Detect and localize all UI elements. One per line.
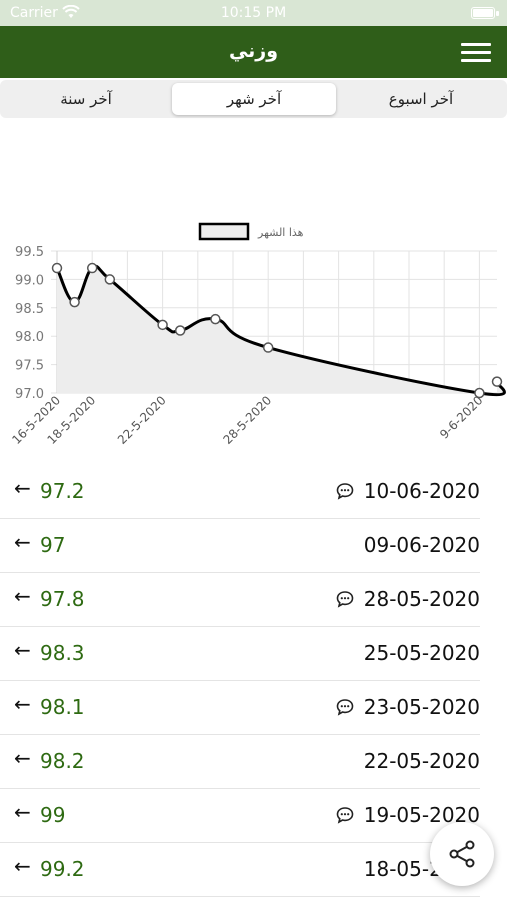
weight-value: 97	[40, 533, 66, 557]
clock: 10:15 PM	[220, 5, 287, 21]
entry-date: 10-06-2020	[363, 479, 480, 503]
y-tick-label: 98.0	[15, 330, 44, 345]
comment-icon	[336, 807, 354, 824]
hamburger-menu-icon[interactable]	[461, 43, 491, 63]
entry-date: 28-05-2020	[363, 587, 480, 611]
data-point	[104, 274, 116, 285]
y-tick-label: 97.0	[15, 387, 44, 402]
entry-date: 25-05-2020	[363, 641, 480, 665]
list-item[interactable]: ← 97 09-06-2020	[0, 519, 480, 573]
arrow-left-icon: ←	[14, 530, 31, 554]
entry-date: 22-05-2020	[363, 749, 480, 773]
arrow-left-icon: ←	[14, 854, 31, 878]
x-tick-label: 9-6-2020	[437, 393, 485, 441]
share-button[interactable]	[430, 822, 494, 886]
weight-value: 97.2	[40, 479, 85, 503]
period-tabs: آخر سنة آخر شهر آخر اسبوع	[0, 80, 507, 118]
data-point	[210, 313, 221, 325]
list-item[interactable]: ← 97.2 10-06-2020	[0, 465, 480, 519]
weight-chart: 99.599.098.598.097.597.016-5-202018-5-20…	[9, 222, 506, 447]
weight-value: 97.8	[40, 587, 85, 611]
arrow-left-icon: ←	[14, 476, 31, 500]
navigation-bar: وزني	[0, 26, 507, 78]
data-point	[174, 325, 186, 336]
carrier-label: Carrier	[10, 5, 58, 21]
x-tick-label: 22-5-2020	[115, 393, 169, 447]
arrow-left-icon: ←	[14, 584, 31, 608]
y-tick-label: 97.5	[15, 359, 44, 374]
comment-icon	[336, 699, 354, 716]
battery-tip	[496, 11, 499, 16]
list-item[interactable]: ← 98.1 23-05-2020	[0, 681, 480, 735]
battery-icon	[471, 7, 495, 19]
comment-icon	[336, 591, 354, 608]
x-tick-label: 28-5-2020	[221, 393, 275, 447]
weight-value: 99.2	[40, 857, 85, 881]
weight-value: 99	[40, 803, 66, 827]
series-area-fill	[57, 266, 505, 395]
data-point	[86, 262, 98, 274]
weight-value: 98.2	[40, 749, 85, 773]
list-item[interactable]: ← 98.2 22-05-2020	[0, 735, 480, 789]
data-point	[51, 262, 63, 274]
status-bar: Carrier 10:15 PM	[0, 0, 507, 26]
list-item[interactable]: ← 98.3 25-05-2020	[0, 627, 480, 681]
weight-value: 98.1	[40, 695, 85, 719]
arrow-left-icon: ←	[14, 800, 31, 824]
comment-icon	[336, 483, 354, 500]
data-point	[69, 296, 80, 308]
legend-swatch	[198, 222, 250, 241]
data-point	[262, 342, 274, 353]
wifi-icon	[62, 5, 80, 18]
legend-label: هذا الشهر	[257, 226, 304, 239]
y-tick-label: 99.0	[15, 273, 44, 288]
data-point	[474, 387, 485, 399]
entry-date: 23-05-2020	[363, 695, 480, 719]
weight-value: 98.3	[40, 641, 85, 665]
entry-date: 09-06-2020	[363, 533, 480, 557]
data-point	[491, 376, 503, 387]
y-tick-label: 98.5	[15, 302, 44, 317]
list-item[interactable]: ← 99 19-05-2020	[0, 789, 480, 843]
arrow-left-icon: ←	[14, 692, 31, 716]
page-title: وزني	[228, 40, 279, 62]
arrow-left-icon: ←	[14, 638, 31, 662]
share-icon	[449, 840, 475, 868]
list-item[interactable]: ← 97.8 28-05-2020	[0, 573, 480, 627]
tab-last-year[interactable]: آخر سنة	[60, 90, 112, 108]
data-point	[157, 319, 168, 331]
arrow-left-icon: ←	[14, 746, 31, 770]
list-item[interactable]: ← 99.2 18-05-2020	[0, 843, 480, 897]
y-tick-label: 99.5	[15, 245, 44, 260]
tab-last-month[interactable]: آخر شهر	[172, 83, 336, 115]
weight-entries-list: ← 97.2 10-06-2020 ← 97 09-06-2020 ← 97.8 28-05-2…	[0, 465, 480, 897]
tab-last-week[interactable]: آخر اسبوع	[388, 90, 454, 108]
